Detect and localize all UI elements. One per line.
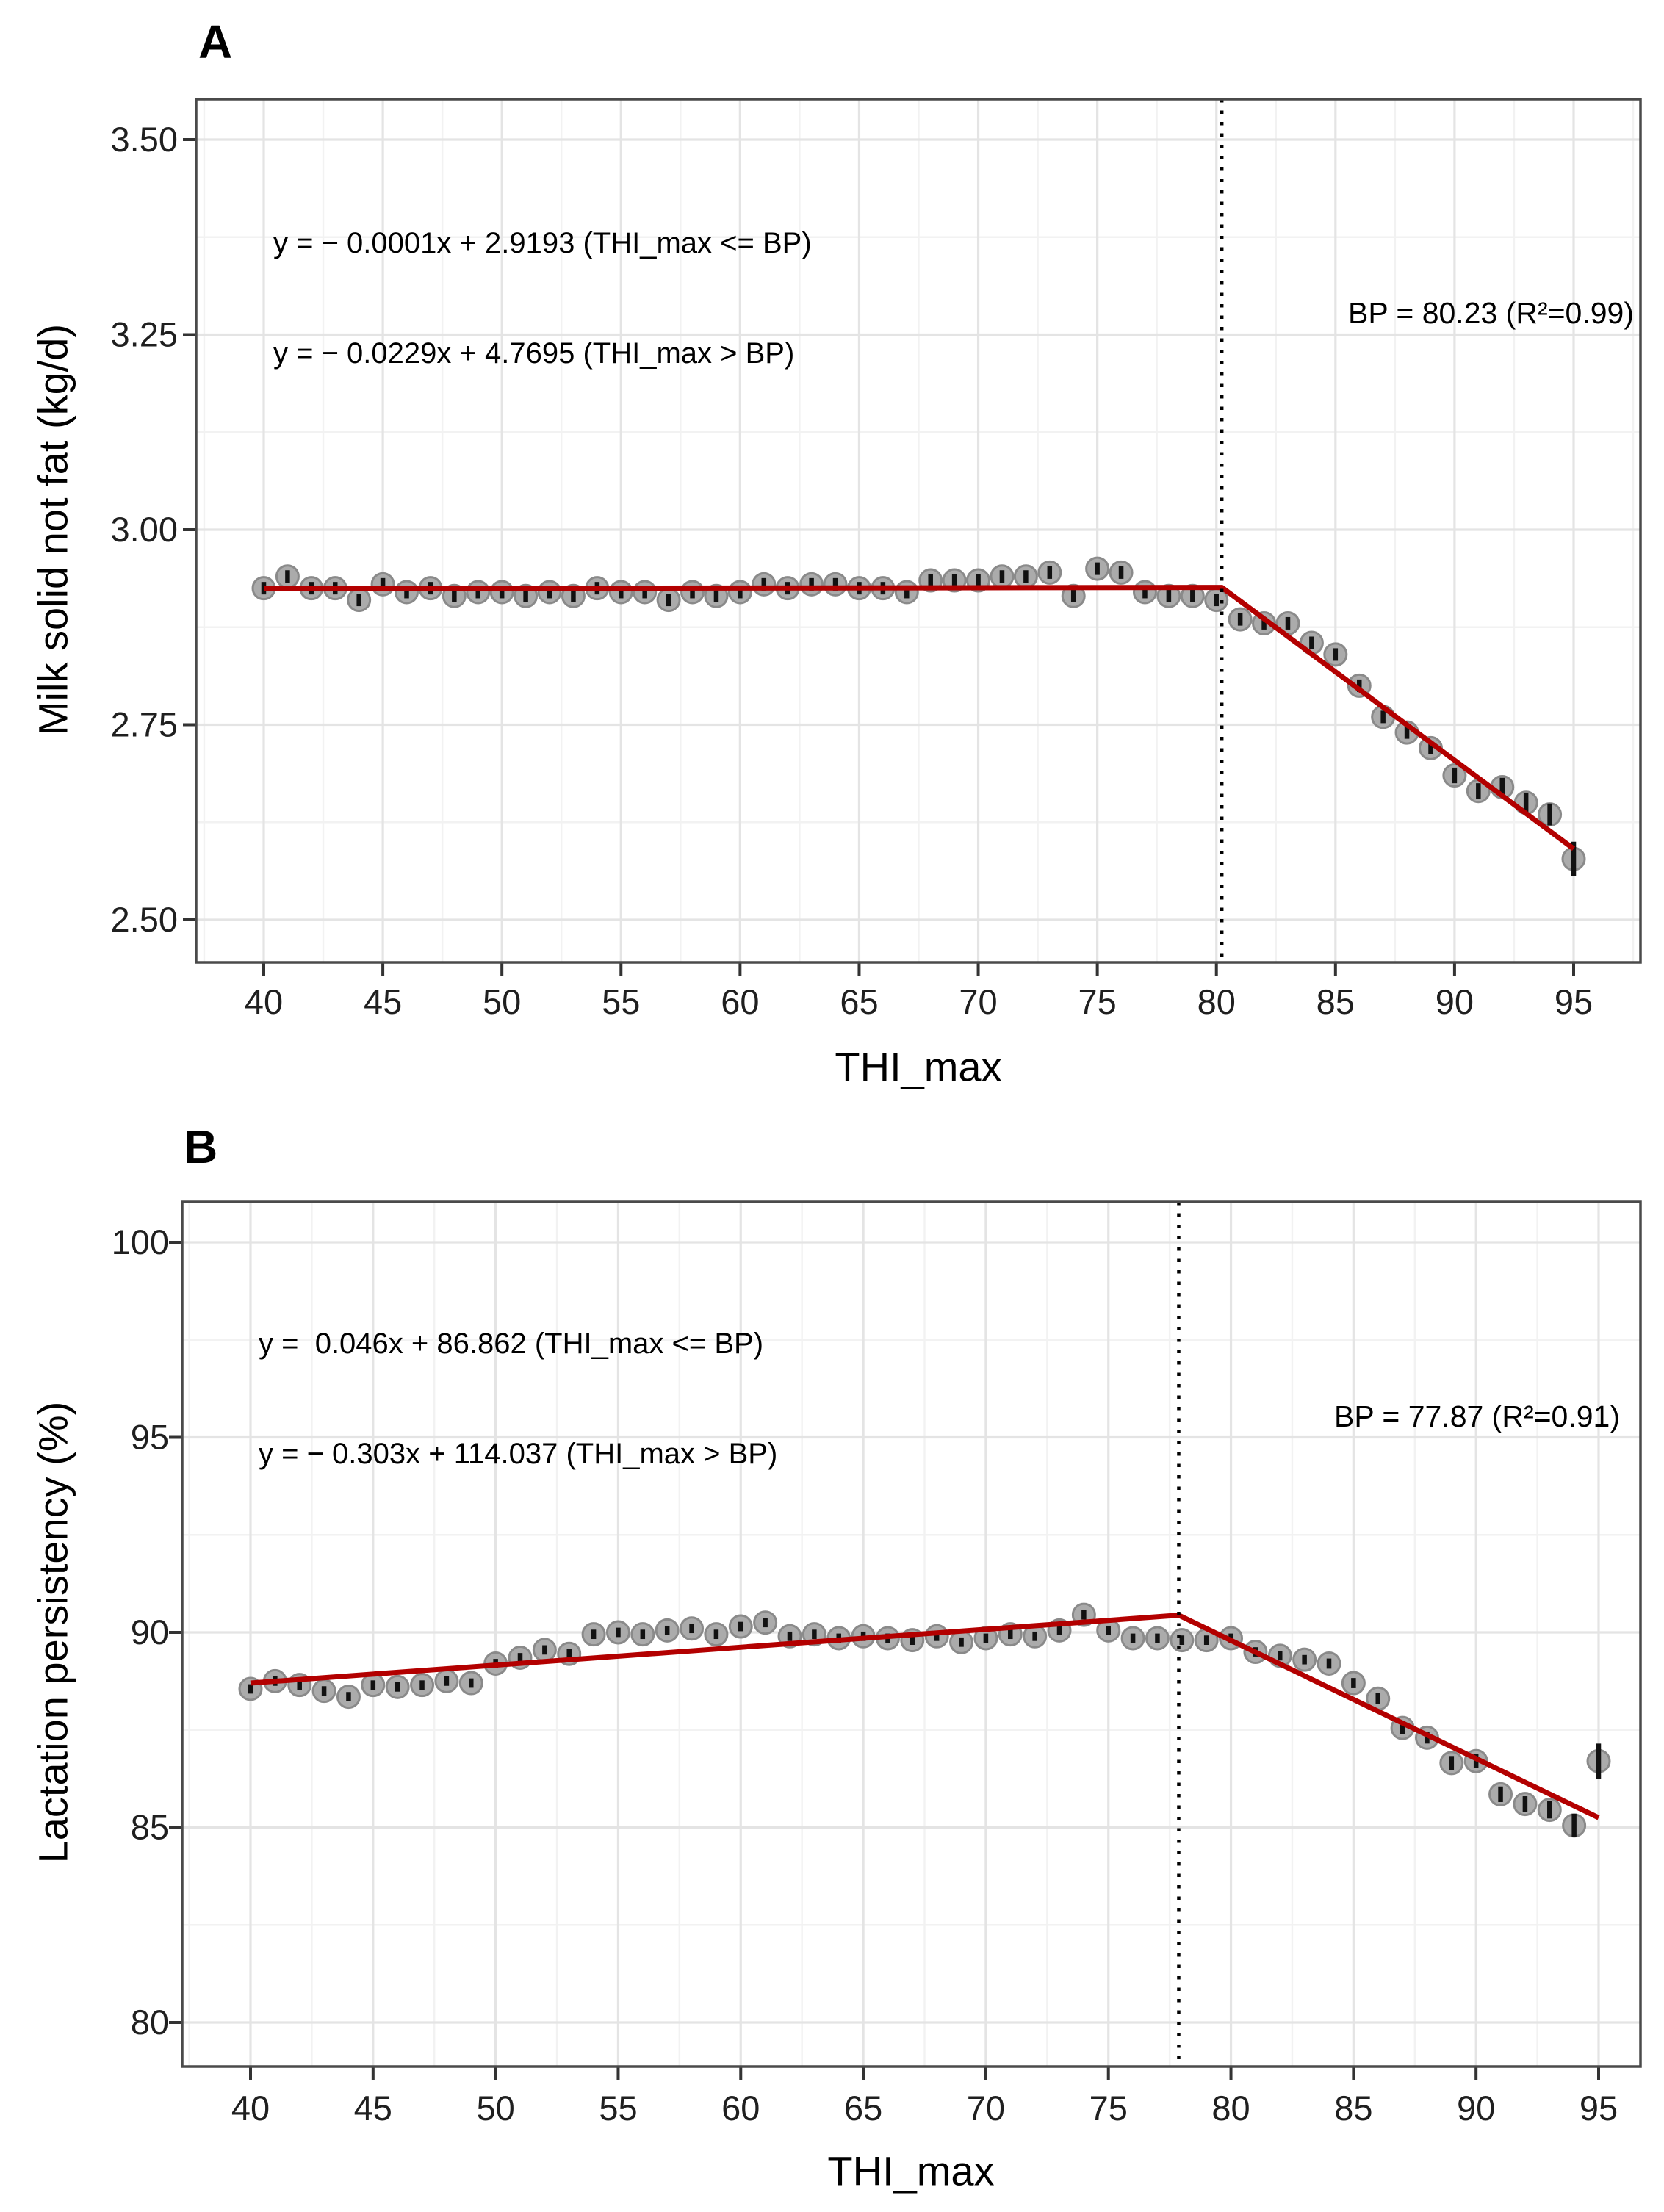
y-tick-label: 100: [112, 1222, 169, 1261]
y-tick-label: 3.00: [111, 510, 178, 549]
x-tick-label: 50: [476, 2089, 514, 2128]
x-tick-label: 50: [483, 982, 521, 1021]
y-tick-label: 80: [131, 2003, 169, 2042]
x-tick-label: 85: [1317, 982, 1355, 1021]
panel-b-x-axis-title: THI_max: [827, 2147, 995, 2194]
panel-a-x-axis-title: THI_max: [835, 1043, 1002, 1090]
x-tick-label: 90: [1436, 982, 1474, 1021]
panel-a-label: A: [198, 15, 233, 68]
x-tick-label: 95: [1580, 2089, 1618, 2128]
y-tick-label: 3.25: [111, 315, 178, 354]
panel-b-label: B: [184, 1120, 218, 1173]
x-tick-label: 45: [354, 2089, 392, 2128]
x-tick-label: 40: [245, 982, 283, 1021]
panel-a-breakpoint-label: BP = 80.23 (R²=0.99): [1348, 296, 1634, 330]
panel-border: [181, 1200, 1642, 2068]
x-tick-label: 75: [1078, 982, 1116, 1021]
x-tick-label: 40: [231, 2089, 270, 2128]
panel-b-equation-segment1: y = 0.046x + 86.862 (THI_max <= BP): [259, 1327, 764, 1360]
x-tick-label: 45: [364, 982, 402, 1021]
panel-a-y-axis-title: Milk solid not fat (kg/d): [29, 323, 76, 736]
x-tick-label: 65: [840, 982, 878, 1021]
y-tick-label: 2.75: [111, 705, 178, 744]
x-tick-label: 60: [721, 2089, 760, 2128]
x-tick-label: 95: [1555, 982, 1593, 1021]
panel-b-equations: y = 0.046x + 86.862 (THI_max <= BP) y = …: [259, 1252, 777, 1546]
panel-b-equation-segment2: y = − 0.303x + 114.037 (THI_max > BP): [259, 1438, 778, 1470]
regression-line: [250, 1613, 1600, 1820]
regression-line: [263, 585, 1576, 851]
x-tick-label: 65: [844, 2089, 882, 2128]
panel-border: [195, 98, 1642, 964]
x-tick-label: 80: [1197, 982, 1236, 1021]
y-tick-label: 95: [131, 1418, 169, 1457]
panel-a-equation-segment1: y = − 0.0001x + 2.9193 (THI_max <= BP): [273, 227, 812, 259]
x-tick-label: 85: [1334, 2089, 1372, 2128]
y-tick-label: 3.50: [111, 120, 178, 159]
x-tick-label: 55: [599, 2089, 637, 2128]
panel-a-equations: y = − 0.0001x + 2.9193 (THI_max <= BP) y…: [273, 151, 812, 445]
y-tick-label: 85: [131, 1808, 169, 1847]
panel-a-equation-segment2: y = − 0.0229x + 4.7695 (THI_max > BP): [273, 337, 795, 370]
y-tick-label: 2.50: [111, 900, 178, 939]
panel-b-breakpoint-label: BP = 77.87 (R²=0.91): [1334, 1399, 1620, 1433]
x-tick-label: 60: [721, 982, 759, 1021]
y-tick-label: 90: [131, 1613, 169, 1651]
x-tick-label: 55: [602, 982, 640, 1021]
x-tick-label: 70: [967, 2089, 1005, 2128]
x-tick-label: 70: [959, 982, 997, 1021]
x-tick-label: 80: [1211, 2089, 1250, 2128]
panel-b-y-axis-title: Lactation persistency (%): [29, 1401, 76, 1864]
x-tick-label: 90: [1457, 2089, 1495, 2128]
x-tick-label: 75: [1089, 2089, 1128, 2128]
